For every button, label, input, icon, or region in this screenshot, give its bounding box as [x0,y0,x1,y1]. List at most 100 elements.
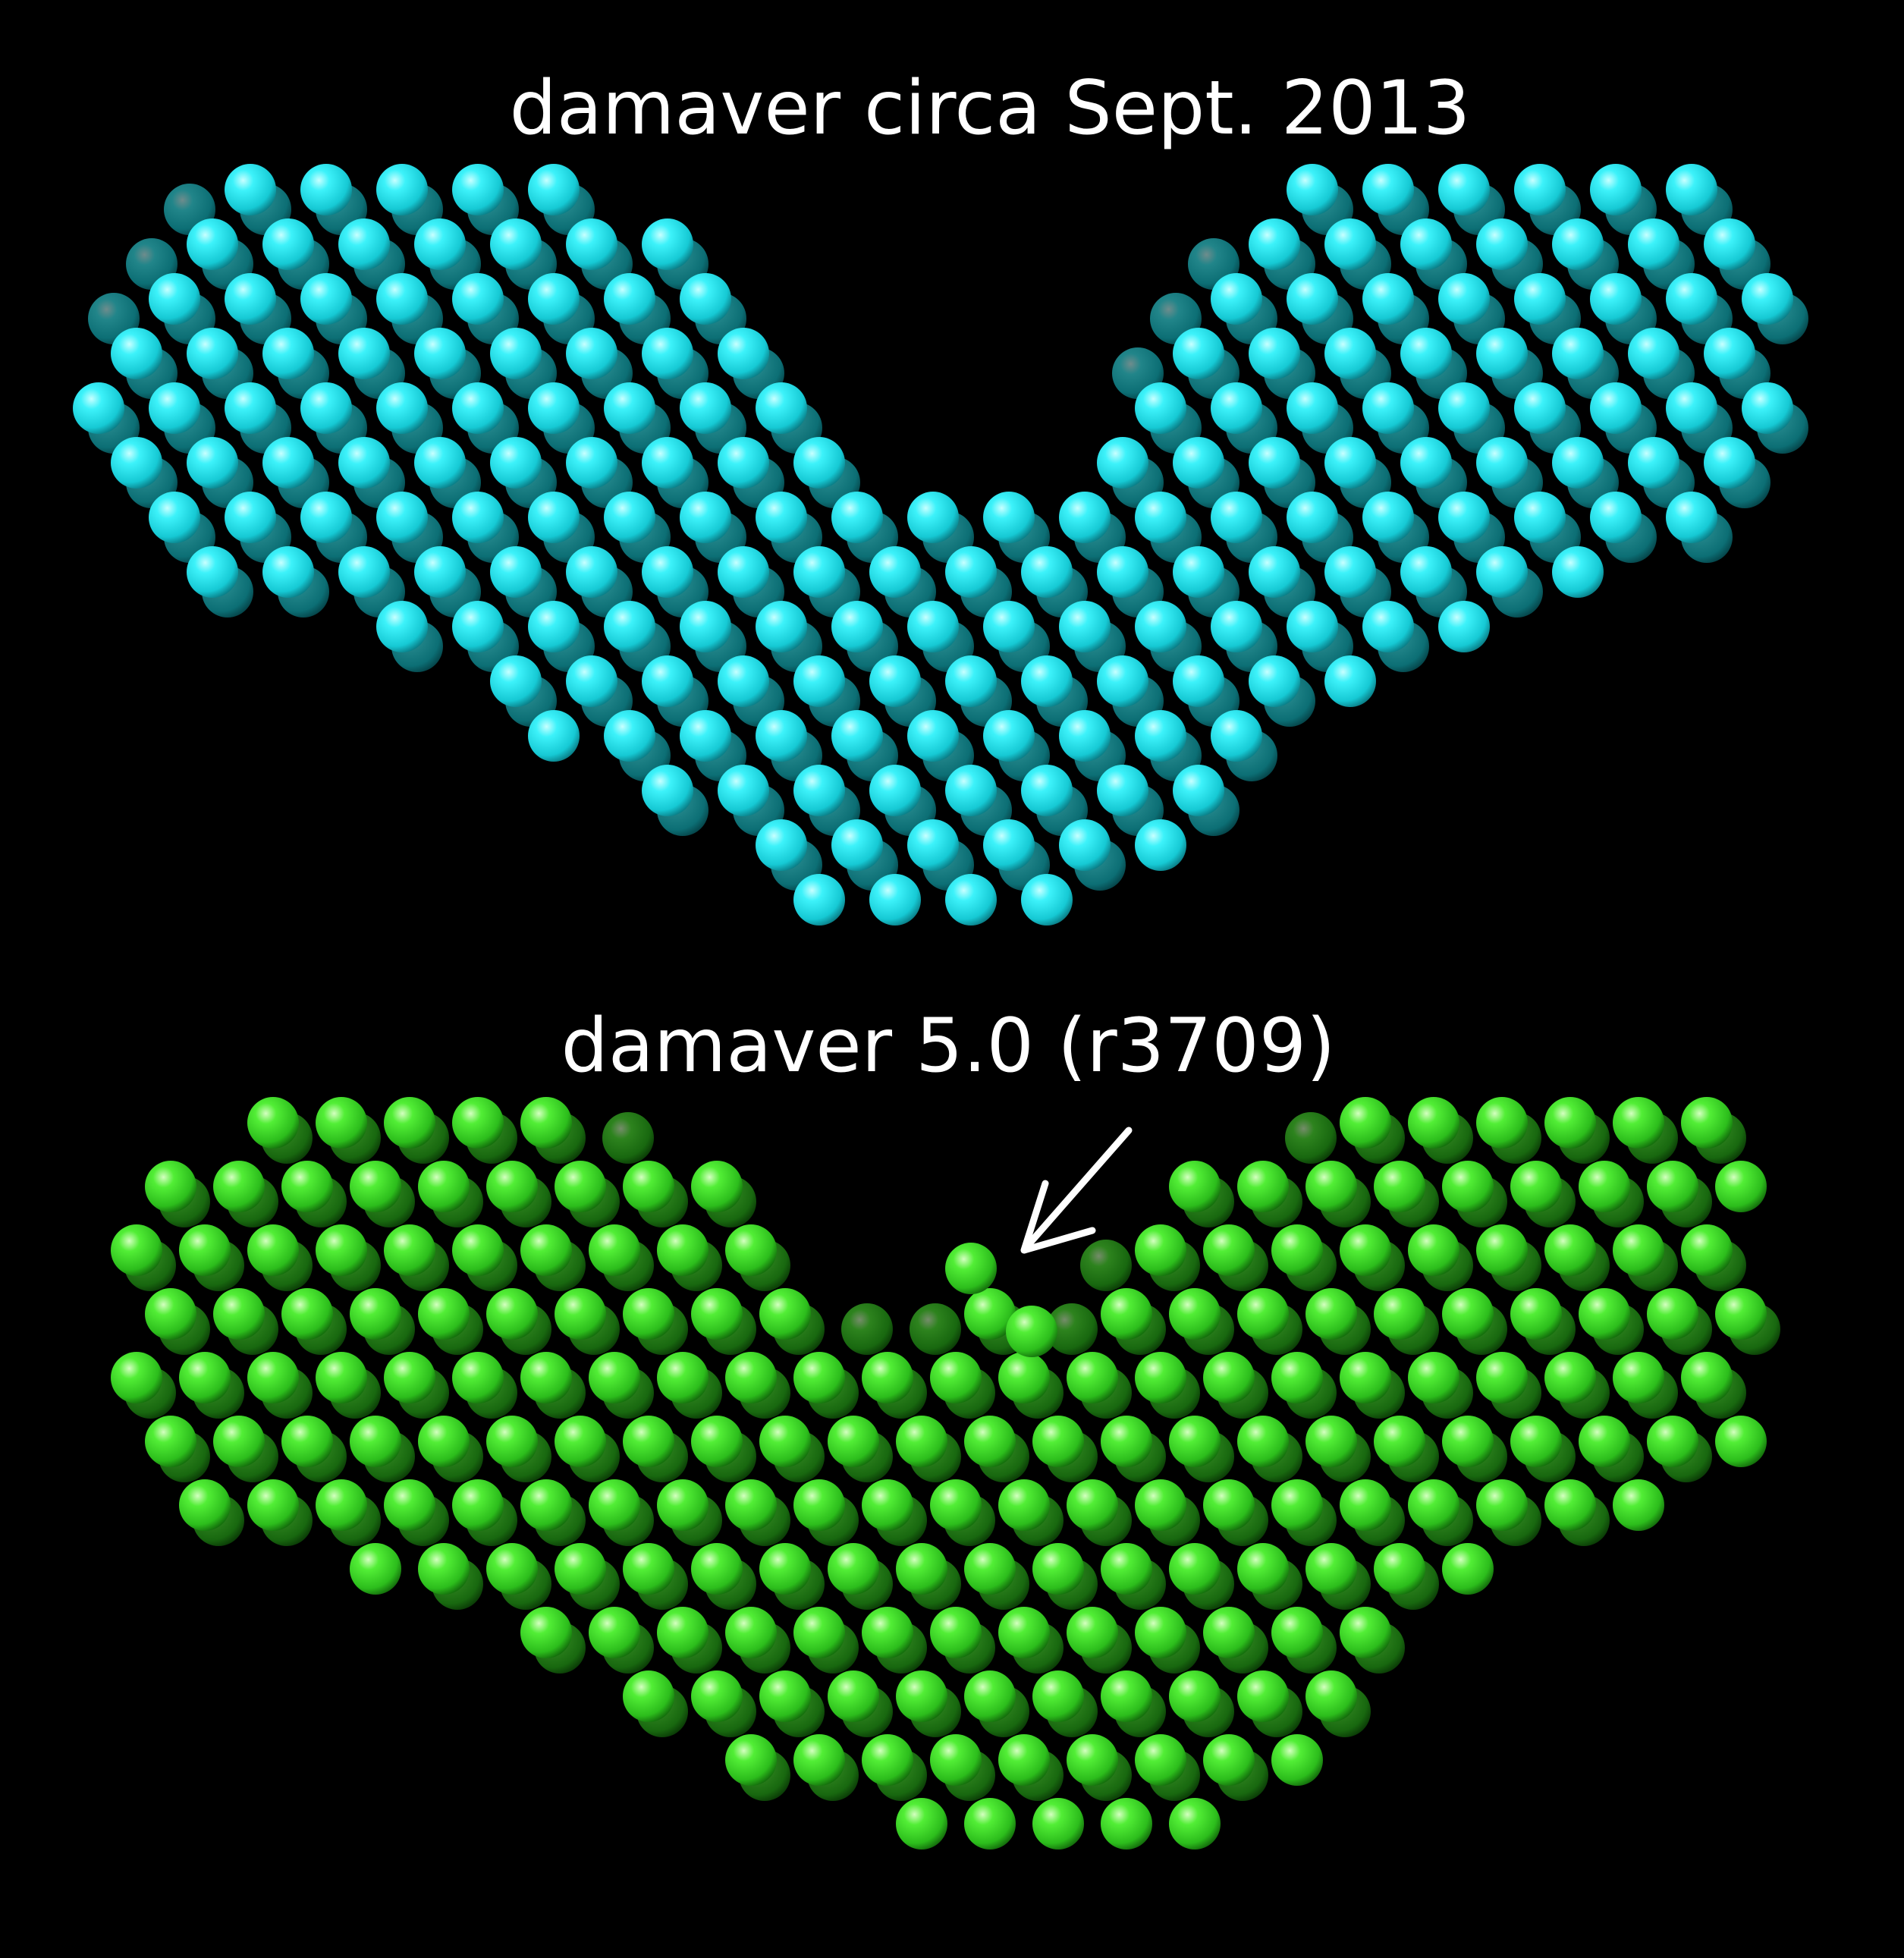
bead [759,1416,811,1467]
bead [149,273,200,325]
bead [179,1479,231,1531]
bead [1476,328,1528,379]
bead [642,328,693,379]
bead [179,1224,231,1276]
bead [1211,382,1262,434]
bead [680,601,731,652]
bead [1552,437,1604,489]
bead [604,492,655,543]
bead [930,1352,982,1403]
bead [1067,1479,1118,1531]
bead [1305,1161,1357,1212]
bead [680,492,731,543]
bead [642,655,693,707]
bead [657,1352,709,1403]
bead [1211,492,1262,543]
bead [555,1416,606,1467]
bead [1340,1097,1391,1149]
bead [1715,1161,1767,1212]
bead [1169,1543,1221,1595]
bead [1032,1543,1084,1595]
bead [1647,1161,1698,1212]
bead [1438,164,1490,215]
green-bead-model [111,1097,1780,1850]
bead [1742,273,1793,325]
bead [604,382,655,434]
bead [604,273,655,325]
bead [1032,1670,1084,1722]
bead [642,437,693,489]
bead [145,1288,196,1340]
bead [623,1670,674,1722]
bead [1080,1240,1132,1291]
bead [1135,1479,1186,1531]
bead [910,1303,961,1355]
bead [1097,437,1148,489]
bead [528,273,580,325]
bead [300,492,352,543]
bead [350,1288,401,1340]
bead [566,655,617,707]
bead [998,1734,1050,1786]
bead [869,546,921,598]
bead [1544,1224,1596,1276]
bead [1552,546,1604,598]
bead [1681,1224,1733,1276]
bead [1211,601,1262,652]
bottom-panel-title: damaver 5.0 (r3709) [0,1003,1896,1089]
bead [145,1161,196,1212]
bead [1237,1543,1289,1595]
bead [1514,382,1566,434]
bead [520,1097,572,1149]
bead [111,437,162,489]
bead [149,492,200,543]
bead [281,1288,333,1340]
bead [1362,382,1414,434]
bead [1400,437,1452,489]
bead [1305,1543,1357,1595]
bead [793,1352,845,1403]
bead [1169,1670,1221,1722]
bead [759,1670,811,1722]
bead [452,492,504,543]
bead [756,382,807,434]
bead [1408,1352,1459,1403]
bead [718,437,769,489]
bead [1287,273,1338,325]
bead [452,382,504,434]
bead [896,1416,947,1467]
bead [1590,164,1642,215]
bead [1006,1306,1057,1357]
bead [187,546,238,598]
bead [756,710,807,762]
bead [338,328,390,379]
bead [528,382,580,434]
bead [414,437,466,489]
bead [718,765,769,816]
bead [418,1161,470,1212]
bead [555,1288,606,1340]
bead [983,710,1035,762]
bead [1681,1097,1733,1149]
bead [1340,1479,1391,1531]
bead [486,1416,538,1467]
bead [1032,1416,1084,1467]
bead [187,328,238,379]
bead [1613,1097,1664,1149]
bead [1438,382,1490,434]
bead [1715,1416,1767,1467]
bead [623,1416,674,1467]
bead [945,546,997,598]
bead [831,710,883,762]
bead [1544,1479,1596,1531]
bead [1514,164,1566,215]
bead [1590,382,1642,434]
bead [1021,655,1073,707]
bead [602,1112,654,1164]
bead [1408,1479,1459,1531]
bead [452,1352,504,1403]
bead [1613,1352,1664,1403]
bead [945,1243,997,1294]
bead [1021,765,1073,816]
bead [225,492,276,543]
